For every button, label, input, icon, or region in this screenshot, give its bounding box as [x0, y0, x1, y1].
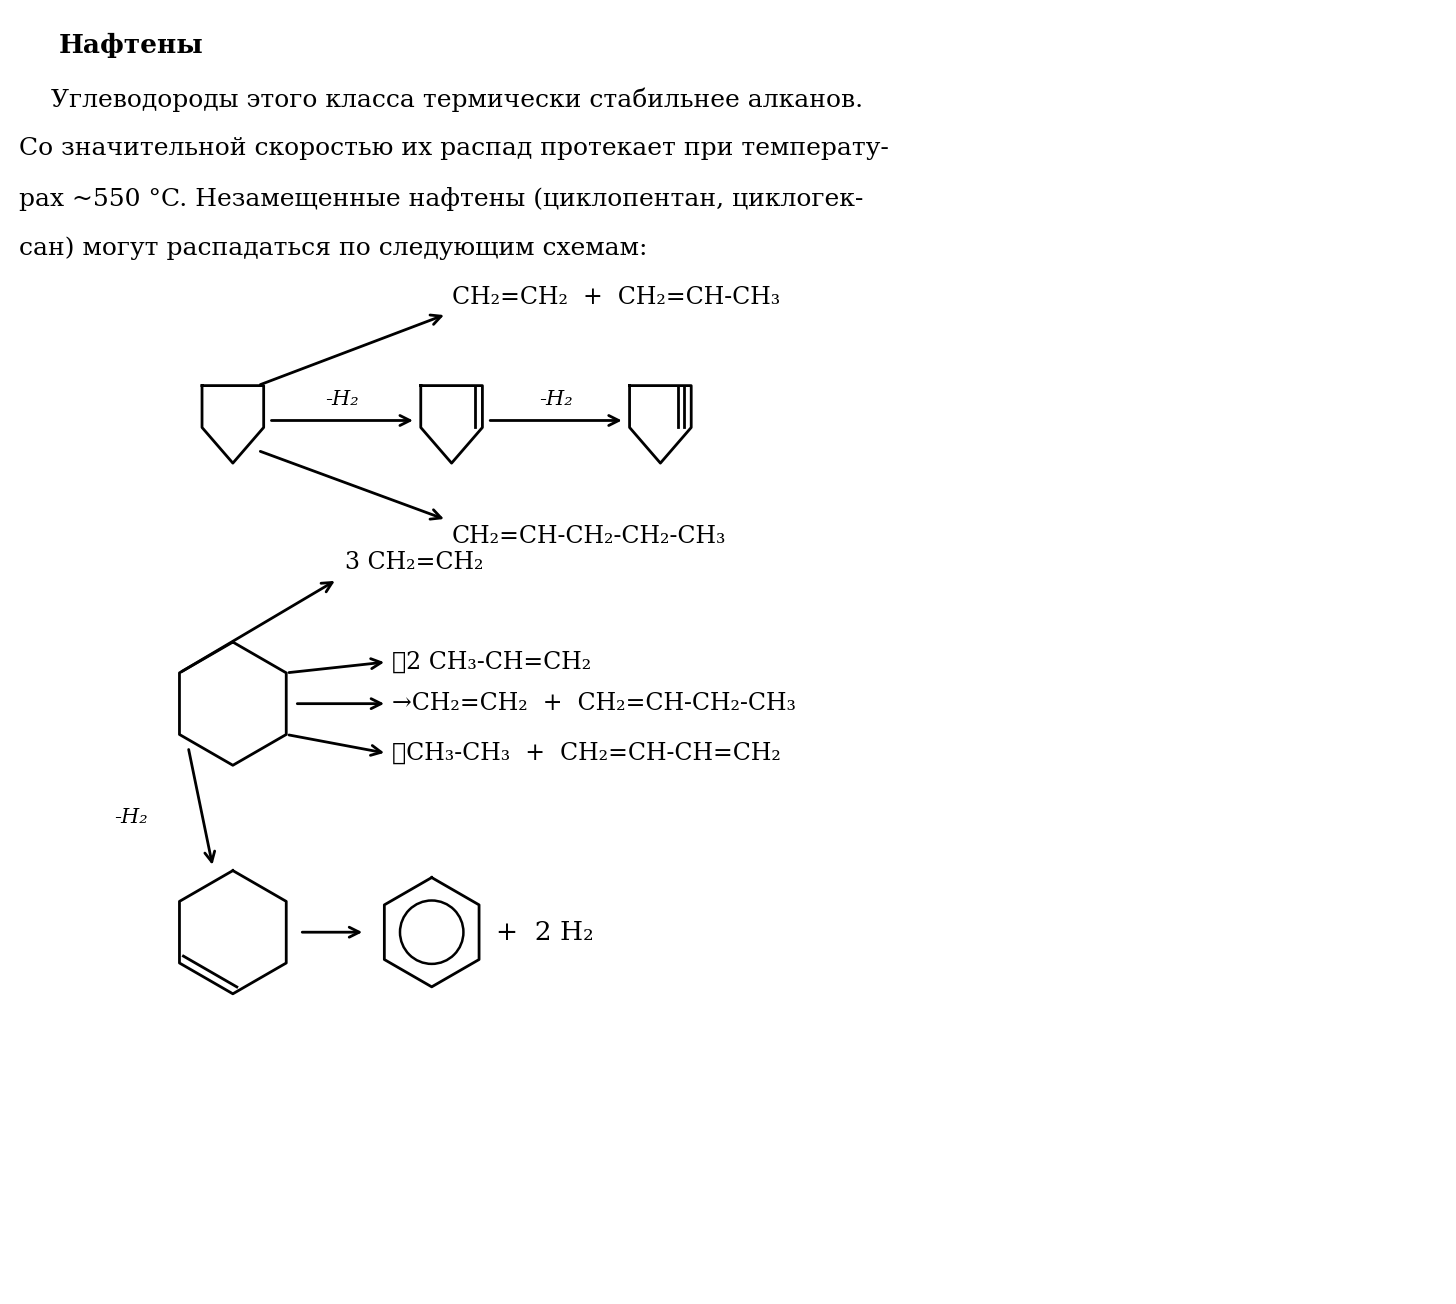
Text: -H₂: -H₂	[325, 390, 360, 408]
Text: +  2 H₂: + 2 H₂	[496, 919, 594, 944]
Text: рах ~550 °C. Незамещенные нафтены (циклопентан, циклогек-: рах ~550 °C. Незамещенные нафтены (цикло…	[19, 186, 863, 211]
Text: →CH₂=CH₂  +  CH₂=CH-CH₂-CH₃: →CH₂=CH₂ + CH₂=CH-CH₂-CH₃	[392, 692, 796, 715]
Text: -H₂: -H₂	[539, 390, 572, 408]
Text: -H₂: -H₂	[115, 808, 149, 828]
Text: ➤CH₃-CH₃  +  CH₂=CH-CH=CH₂: ➤CH₃-CH₃ + CH₂=CH-CH=CH₂	[392, 742, 780, 765]
Text: Со значительной скоростью их распад протекает при температу-: Со значительной скоростью их распад прот…	[19, 137, 890, 160]
Text: ➤2 CH₃-CH=CH₂: ➤2 CH₃-CH=CH₂	[392, 651, 591, 673]
Text: сан) могут распадаться по следующим схемам:: сан) могут распадаться по следующим схем…	[19, 236, 648, 261]
Text: Нафтены: Нафтены	[58, 33, 204, 59]
Text: Углеводороды этого класса термически стабильнее алканов.: Углеводороды этого класса термически ста…	[19, 87, 863, 112]
Text: 3 CH₂=CH₂: 3 CH₂=CH₂	[345, 552, 483, 575]
Text: CH₂=CH₂  +  CH₂=CH-CH₃: CH₂=CH₂ + CH₂=CH-CH₃	[451, 286, 780, 309]
Text: CH₂=CH-CH₂-CH₂-CH₃: CH₂=CH-CH₂-CH₂-CH₃	[451, 526, 727, 548]
